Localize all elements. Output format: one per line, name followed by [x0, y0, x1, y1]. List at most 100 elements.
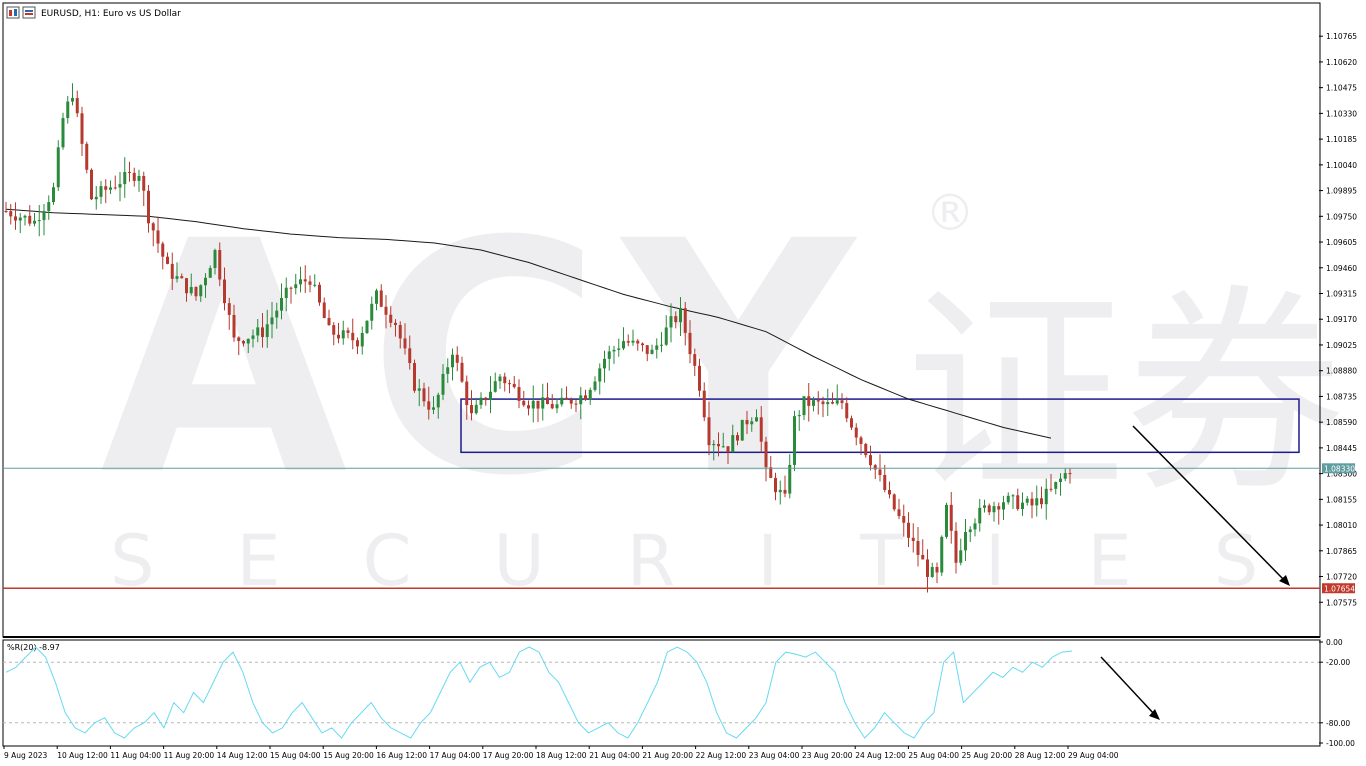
candle-body: [185, 278, 188, 294]
indicator-tick-label: -100.00: [1326, 739, 1355, 748]
candle-body: [194, 287, 198, 297]
price-tick-label: 1.10620: [1326, 58, 1357, 67]
candle-body: [180, 276, 184, 279]
price-tick-label: 1.10330: [1326, 109, 1357, 118]
candle-body: [921, 554, 925, 560]
time-tick-label: 22 Aug 12:00: [696, 751, 747, 760]
time-tick-label: 23 Aug 04:00: [749, 751, 800, 760]
candle-body: [859, 437, 863, 444]
candle-body: [835, 400, 839, 404]
candle-body: [812, 400, 815, 406]
candle-body: [446, 367, 450, 374]
candle-body: [617, 348, 621, 350]
candle-body: [489, 391, 492, 401]
candle-body: [204, 277, 207, 286]
moving-average-line: [5, 208, 1052, 439]
candle-body: [517, 387, 521, 401]
candle-body: [313, 284, 317, 286]
candle-body: [645, 345, 649, 354]
candle-body: [322, 302, 326, 318]
candle-body: [655, 345, 659, 350]
time-tick-label: 14 Aug 12:00: [217, 751, 268, 760]
candle-body: [484, 397, 488, 401]
price-tick-label: 1.08010: [1326, 521, 1357, 530]
candle-body: [531, 400, 535, 409]
candle-body: [223, 279, 226, 304]
candle-body: [1016, 495, 1020, 510]
price-tick-label: 1.07575: [1326, 598, 1357, 607]
candle-body: [389, 314, 393, 323]
williams-r-line: [5, 646, 1073, 739]
candle-body: [683, 308, 687, 333]
candle-body: [318, 284, 321, 303]
price-tick-label: 1.07720: [1326, 573, 1357, 582]
candle-body: [769, 467, 773, 478]
candle-body: [384, 306, 388, 315]
chart-title: EURUSD, H1: Euro vs US Dollar: [41, 9, 181, 19]
candle-body: [816, 400, 820, 402]
candle-body: [47, 202, 51, 212]
candle-body: [973, 523, 977, 530]
candle-body: [42, 211, 46, 221]
candle-body: [61, 118, 65, 148]
candle-body: [598, 368, 602, 382]
candle-body: [807, 396, 811, 406]
candle-body: [394, 322, 397, 325]
candle-body: [132, 172, 136, 181]
candle-body: [987, 505, 991, 513]
candle-body: [151, 223, 155, 231]
candle-body: [911, 537, 915, 542]
watermark-reg: ®: [925, 184, 975, 242]
settings-icon[interactable]: [22, 6, 36, 19]
candle-body: [80, 113, 84, 144]
candle-body: [688, 332, 692, 355]
time-tick-label: 18 Aug 12:00: [536, 751, 587, 760]
down-arrow-indicator[interactable]: [1100, 656, 1160, 720]
candle-body: [631, 340, 635, 343]
candle-body: [845, 403, 849, 419]
candle-body: [736, 435, 739, 441]
candle-body: [4, 210, 8, 212]
candle-body: [940, 536, 944, 573]
williams-r-path: [5, 646, 1073, 739]
candle-body: [1059, 478, 1062, 482]
candles: [4, 83, 1072, 593]
candle-body: [926, 559, 929, 577]
candle-body: [455, 354, 459, 363]
candle-body: [660, 344, 663, 346]
price-tick-label: 1.10765: [1326, 32, 1357, 41]
candle-body: [118, 184, 122, 188]
candle-body: [717, 443, 720, 447]
time-tick-label: 10 Aug 12:00: [57, 751, 108, 760]
resistance-zone[interactable]: [460, 398, 1300, 454]
price-tick-label: 1.09315: [1326, 290, 1357, 299]
candle-body: [351, 332, 355, 341]
price-tick-label: 1.09895: [1326, 187, 1357, 196]
candle-body: [303, 279, 307, 282]
down-arrow-main[interactable]: [1132, 425, 1290, 586]
candle-body: [218, 250, 222, 280]
candle-body: [650, 349, 654, 354]
watermark-cjk: 证券: [905, 266, 1345, 522]
candle-body: [574, 403, 578, 405]
candle-body: [175, 276, 179, 279]
candle-body: [75, 98, 79, 114]
candle-body: [569, 399, 573, 404]
current-price-label: 1.08330: [1324, 464, 1355, 473]
price-tick-label: 1.09750: [1326, 212, 1357, 221]
candle-body: [503, 376, 507, 384]
candle-body: [33, 220, 36, 224]
candle-body: [474, 404, 478, 414]
price-tick-label: 1.07865: [1326, 547, 1357, 556]
candle-body: [147, 190, 150, 224]
candle-body: [14, 216, 17, 221]
candle-body: [398, 324, 402, 339]
candle-body: [71, 98, 74, 102]
candle-body: [18, 217, 22, 221]
time-tick-label: 23 Aug 20:00: [802, 751, 853, 760]
price-tick-label: 1.10475: [1326, 84, 1357, 93]
price-axis: 1.10765 1.10620 1.10475 1.10330 1.10185 1.100…: [1319, 32, 1357, 607]
candle-body: [512, 383, 516, 388]
candle-body: [356, 340, 359, 347]
candle-body: [873, 465, 877, 470]
